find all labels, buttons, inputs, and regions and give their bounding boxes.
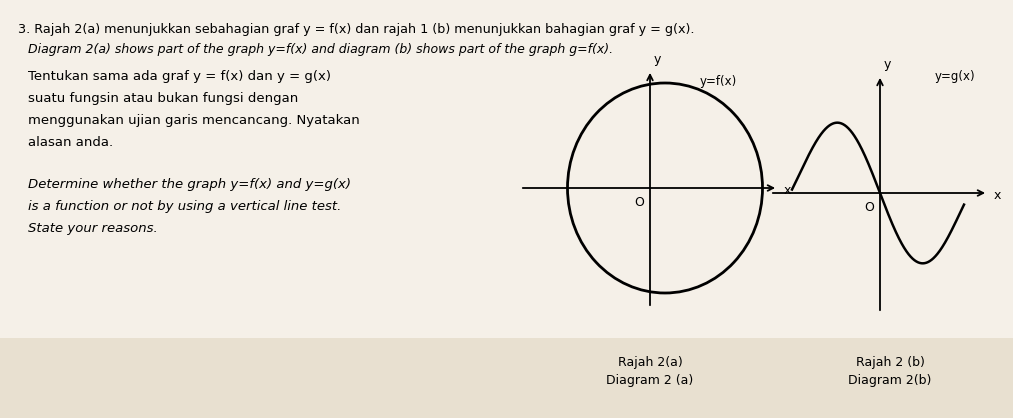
Text: Diagram 2 (a): Diagram 2 (a): [607, 374, 694, 387]
Text: Rajah 2 (b): Rajah 2 (b): [856, 356, 925, 369]
Text: y=g(x): y=g(x): [935, 70, 976, 83]
Bar: [0, 338, 1013, 418]
Text: Diagram 2(a) shows part of the graph y=f(x) and diagram (b) shows part of the gr: Diagram 2(a) shows part of the graph y=f…: [28, 43, 613, 56]
Text: x: x: [994, 189, 1002, 202]
Text: y: y: [884, 58, 891, 71]
Text: O: O: [864, 201, 874, 214]
Text: O: O: [634, 196, 644, 209]
Text: is a function or not by using a vertical line test.: is a function or not by using a vertical…: [28, 200, 341, 213]
Text: Determine whether the graph y=f(x) and y=g(x): Determine whether the graph y=f(x) and y…: [28, 178, 350, 191]
Text: x: x: [784, 184, 791, 197]
Text: alasan anda.: alasan anda.: [28, 136, 113, 149]
Text: State your reasons.: State your reasons.: [28, 222, 158, 235]
Text: Tentukan sama ada graf y = f(x) dan y = g(x): Tentukan sama ada graf y = f(x) dan y = …: [28, 70, 331, 83]
Text: y=f(x): y=f(x): [700, 75, 737, 88]
Text: y: y: [654, 53, 661, 66]
Text: 3. Rajah 2(a) menunjukkan sebahagian graf y = f(x) dan rajah 1 (b) menunjukkan b: 3. Rajah 2(a) menunjukkan sebahagian gra…: [18, 23, 695, 36]
Text: menggunakan ujian garis mencancang. Nyatakan: menggunakan ujian garis mencancang. Nyat…: [28, 114, 360, 127]
Text: suatu fungsin atau bukan fungsi dengan: suatu fungsin atau bukan fungsi dengan: [28, 92, 298, 105]
Text: Rajah 2(a): Rajah 2(a): [618, 356, 683, 369]
Text: Diagram 2(b): Diagram 2(b): [848, 374, 932, 387]
